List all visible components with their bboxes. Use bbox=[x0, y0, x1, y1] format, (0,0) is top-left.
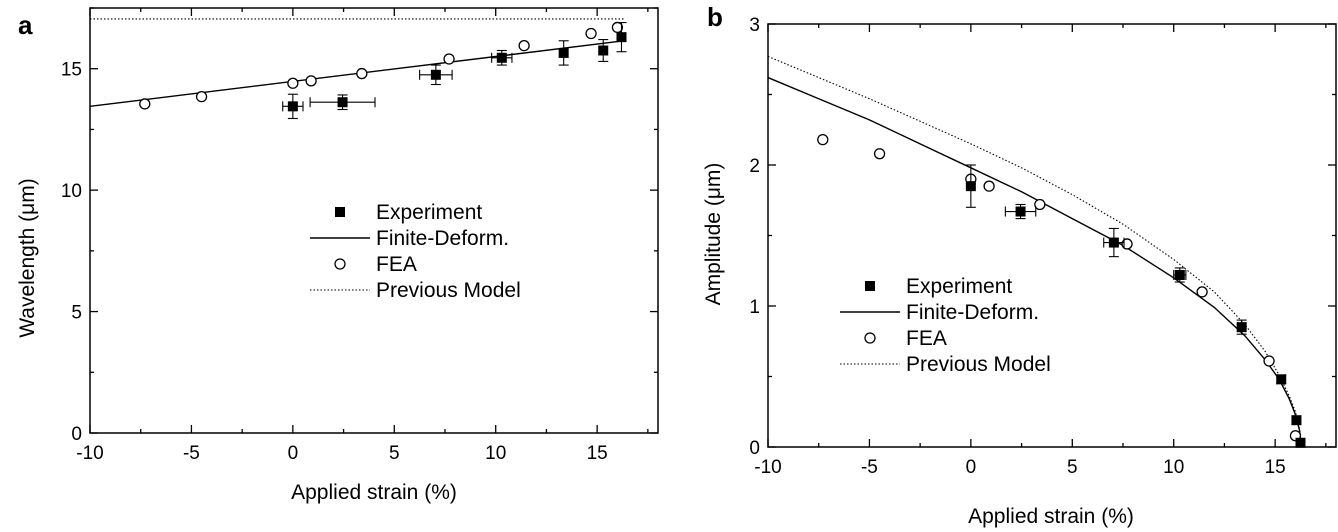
panel-a-fea-point bbox=[305, 75, 317, 87]
panel-a-fea-point bbox=[518, 39, 530, 52]
panel-b-xlabel: Applied strain (%) bbox=[968, 505, 1134, 528]
panel-b-xtick-label: 0 bbox=[966, 457, 977, 478]
panel-b-plot-frame bbox=[767, 23, 1337, 448]
panel-a-experiment-point bbox=[337, 97, 348, 108]
panel-a-fea-point bbox=[287, 77, 299, 89]
panel-b-previous-model-line bbox=[768, 55, 1303, 447]
panel-a-experiment-point bbox=[616, 32, 627, 43]
panel-a-legend-label: Experiment bbox=[376, 201, 482, 224]
panel-b-ytick-label: 1 bbox=[749, 297, 760, 318]
panel-a-fea-point bbox=[195, 90, 208, 103]
panel-b-fea-point bbox=[817, 133, 829, 146]
panel-a-xlabel: Applied strain (%) bbox=[291, 481, 457, 504]
panel-b-legend-experiment-marker bbox=[865, 281, 875, 291]
panel-b-xtick-label: 5 bbox=[1067, 457, 1078, 478]
panel-a-ytick-label: 0 bbox=[71, 424, 82, 445]
panel-b-legend-label: Previous Model bbox=[906, 353, 1051, 376]
panel-a-ytick-label: 15 bbox=[61, 60, 82, 81]
panel-b-experiment-point bbox=[1276, 374, 1287, 385]
panel-a-fea-point bbox=[611, 21, 624, 34]
panel-b-experiment-point bbox=[1291, 415, 1302, 426]
panel-a-legend-experiment-marker bbox=[335, 207, 345, 217]
panel-a-letter: a bbox=[18, 10, 33, 40]
panel-a-fea-point bbox=[443, 53, 455, 65]
panel-a-legend-label: Previous Model bbox=[376, 279, 521, 302]
panel-a-experiment-point bbox=[558, 47, 569, 58]
panel-a-experiment-point bbox=[496, 52, 507, 63]
panel-b-legend-label: Finite-Deform. bbox=[906, 301, 1039, 324]
panel-a-ytick-label: 5 bbox=[71, 303, 82, 324]
panel-b-legend-fea-marker bbox=[864, 332, 876, 344]
panel-b-ylabel: Amplitude (μm) bbox=[702, 163, 725, 306]
panel-b-xtick-label: -5 bbox=[861, 457, 878, 478]
panel-a-xtick-label: 0 bbox=[288, 443, 299, 464]
panel-b-ytick-label: 0 bbox=[749, 438, 760, 459]
panel-a-legend-label: FEA bbox=[376, 253, 417, 276]
panel-a-xtick-label: 5 bbox=[389, 443, 400, 464]
panel-b-legend-label: Experiment bbox=[906, 275, 1012, 298]
panel-b-fea-point bbox=[1034, 198, 1046, 211]
panel-a-experiment-point bbox=[430, 69, 441, 80]
panel-a-experiment-point bbox=[287, 101, 298, 112]
panel-b: b Amplitude (μm) Applied strain (%) -10 -… bbox=[702, 2, 1337, 528]
panel-b-experiment-point bbox=[1015, 206, 1026, 217]
panel-b-fea-point bbox=[983, 180, 995, 192]
panel-b-xtick-label: 15 bbox=[1265, 457, 1286, 478]
panel-b-experiment-point bbox=[1295, 437, 1306, 448]
panel-b-experiment-point bbox=[1108, 237, 1119, 248]
panel-b-ytick-label: 2 bbox=[749, 156, 760, 177]
panel-a-xtick-label: -5 bbox=[183, 443, 200, 464]
panel-a-legend-label: Finite-Deform. bbox=[376, 227, 509, 250]
panel-b-experiment-point bbox=[1236, 322, 1247, 333]
panel-a-ytick-label: 10 bbox=[61, 181, 82, 202]
panel-a-xtick-label: 15 bbox=[587, 443, 608, 464]
panel-b-xtick-label: -10 bbox=[754, 457, 781, 478]
panel-a-xtick-label: 10 bbox=[485, 443, 506, 464]
panel-a-plot-frame bbox=[89, 7, 659, 434]
panel-b-ytick-label: 3 bbox=[749, 15, 760, 36]
panel-a-fea-point bbox=[356, 67, 368, 80]
panel-b-experiment-point bbox=[1174, 269, 1185, 280]
panel-b-finite-deform-line bbox=[768, 76, 1303, 447]
panel-a-experiment-point bbox=[598, 45, 609, 56]
panel-a-fea-point bbox=[585, 27, 597, 40]
panel-b-fea-point bbox=[873, 148, 886, 160]
panel-b-fea-point bbox=[1196, 286, 1208, 298]
panel-a-legend-fea-marker bbox=[334, 258, 346, 270]
panel-a-xtick-label: -10 bbox=[76, 443, 103, 464]
panel-b-experiment-point bbox=[965, 181, 976, 192]
panel-b-xtick-label: 10 bbox=[1163, 457, 1184, 478]
panel-b-letter: b bbox=[707, 2, 723, 32]
panel-a-ylabel: Wavelength (μm) bbox=[16, 178, 39, 338]
panel-b-legend-label: FEA bbox=[906, 327, 947, 350]
panel-b-fea-point bbox=[1263, 355, 1275, 367]
panel-a-fea-point bbox=[139, 98, 151, 110]
panel-a: a Wavelength (μm) Applied strain (%) -10… bbox=[16, 7, 659, 504]
